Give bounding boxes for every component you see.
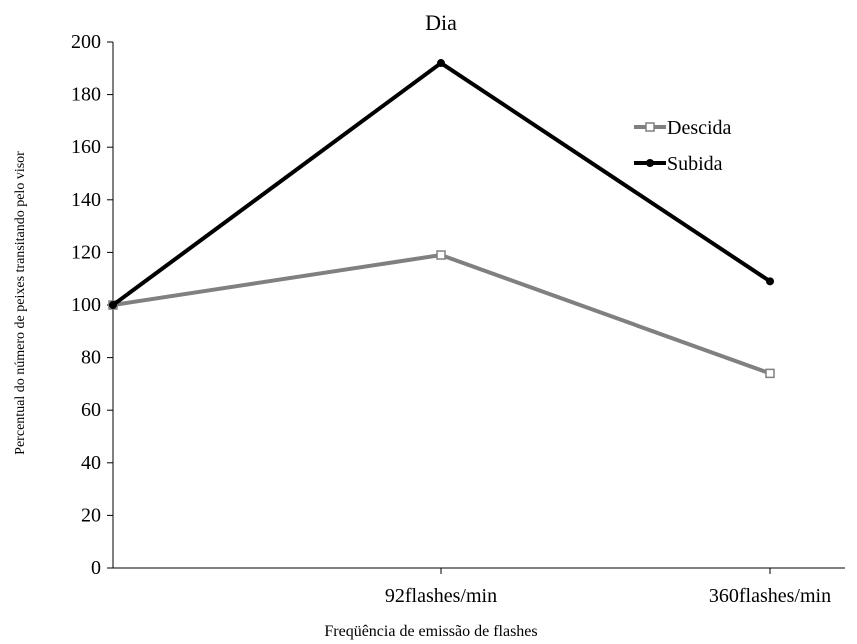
legend-label-subida: Subida xyxy=(667,153,723,175)
y-tick-label: 40 xyxy=(81,452,101,474)
data-point-subida xyxy=(437,59,445,68)
y-tick-label: 60 xyxy=(81,399,101,421)
series-line-descida xyxy=(112,252,771,376)
x-axis-label: Freqüência de emissão de flashes xyxy=(324,623,537,640)
y-tick-label: 140 xyxy=(71,189,101,211)
data-point-descida xyxy=(765,368,775,379)
data-point-descida xyxy=(436,250,446,260)
chart-title: Dia xyxy=(425,10,457,35)
y-tick-label: 80 xyxy=(81,347,101,369)
y-tick-label: 180 xyxy=(71,84,101,106)
legend: Descida Subida xyxy=(634,117,732,175)
x-tick-label: 92flashes/min xyxy=(385,585,497,607)
series-line-subida xyxy=(111,60,772,307)
series-layer xyxy=(108,59,775,379)
legend-label-descida: Descida xyxy=(667,117,732,139)
y-tick-label: 0 xyxy=(91,557,101,579)
x-tick-label: 360flashes/min xyxy=(709,585,831,607)
legend-marker-descida xyxy=(645,122,655,132)
legend-marker-subida xyxy=(646,159,654,167)
y-axis-label: Percentual do número de peixes transitan… xyxy=(13,151,28,455)
data-point-subida xyxy=(109,301,117,309)
x-ticks: 92flashes/min 360flashes/min xyxy=(385,568,831,607)
y-tick-label: 20 xyxy=(81,504,101,526)
y-tick-label: 120 xyxy=(71,241,101,263)
y-tick-label: 100 xyxy=(71,294,101,316)
axes xyxy=(112,42,845,569)
y-tick-label: 200 xyxy=(71,31,101,53)
y-ticks: 0 20 40 60 80 100 120 140 160 180 200 xyxy=(71,31,113,579)
y-tick-label: 160 xyxy=(71,136,101,158)
data-point-subida xyxy=(766,277,774,286)
